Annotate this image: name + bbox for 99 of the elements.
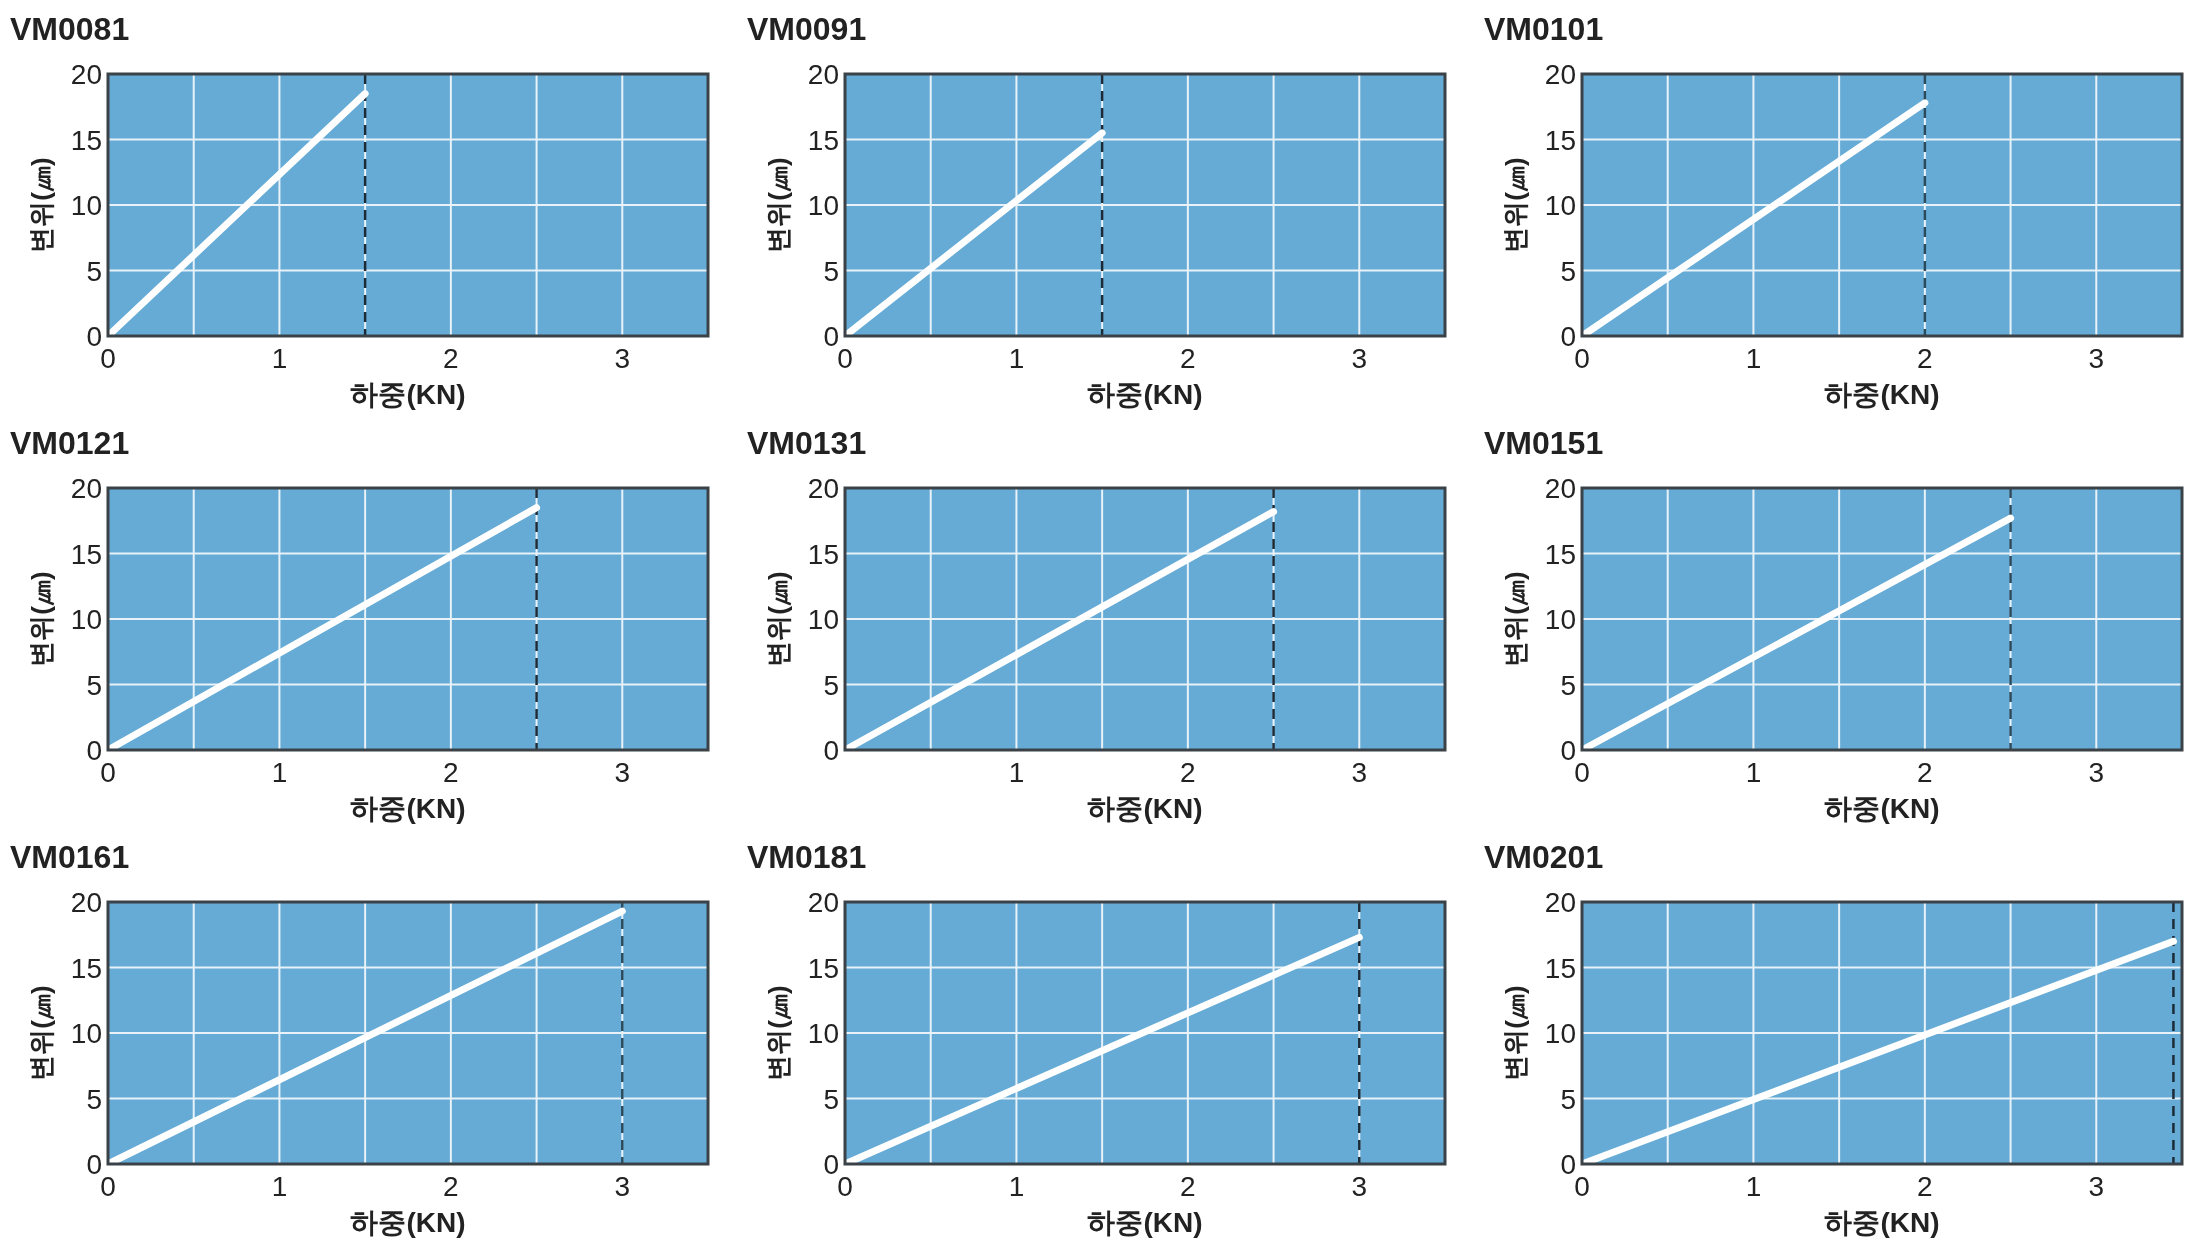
chart-title: VM0081	[10, 11, 130, 47]
y-tick-label: 0	[1560, 321, 1576, 352]
x-tick-label: 3	[1351, 757, 1368, 788]
chart-title: VM0121	[10, 425, 130, 461]
x-tick-label: 1	[1008, 1171, 1025, 1202]
x-tick-label: 2	[1180, 757, 1196, 788]
chart-title: VM0181	[747, 839, 867, 875]
y-axis-title: 변위(㎛)	[26, 571, 56, 667]
x-axis-title: 하중(KN)	[350, 1207, 466, 1238]
x-tick-label: 2	[443, 757, 459, 788]
y-axis-title: 변위(㎛)	[1500, 985, 1530, 1081]
y-tick-label: 15	[1544, 124, 1576, 156]
x-axis-title: 하중(KN)	[350, 793, 466, 824]
x-tick-label: 1	[271, 757, 288, 788]
x-axis-title: 하중(KN)	[1087, 379, 1203, 410]
y-tick-label: 10	[807, 604, 839, 635]
x-axis-title: 하중(KN)	[1824, 793, 1940, 824]
y-tick-label: 20	[1544, 59, 1576, 90]
y-tick-label: 5	[1560, 669, 1576, 701]
y-tick-label: 15	[1544, 952, 1576, 984]
y-axis-title: 변위(㎛)	[26, 985, 56, 1081]
y-tick-label: 15	[807, 952, 839, 984]
x-tick-label: 1	[1008, 757, 1025, 788]
y-tick-label: 5	[1560, 255, 1576, 287]
y-axis-title: 변위(㎛)	[763, 985, 793, 1081]
y-tick-label: 0	[823, 321, 839, 352]
y-tick-label: 10	[807, 190, 839, 221]
y-tick-label: 0	[86, 1149, 102, 1180]
y-tick-label: 20	[807, 887, 839, 918]
y-tick-label: 0	[823, 1149, 839, 1180]
y-tick-label: 10	[70, 604, 102, 635]
chart-title: VM0201	[1484, 839, 1604, 875]
y-tick-label: 0	[86, 735, 102, 766]
y-tick-label: 20	[70, 59, 102, 90]
y-tick-label: 10	[1544, 604, 1576, 635]
x-tick-label: 1	[271, 343, 288, 374]
y-tick-label: 5	[86, 255, 102, 287]
y-tick-label: 20	[807, 59, 839, 90]
y-axis-title: 변위(㎛)	[26, 157, 56, 253]
x-tick-label: 2	[443, 1171, 459, 1202]
x-tick-label: 3	[614, 343, 631, 374]
chart-title: VM0101	[1484, 11, 1604, 47]
y-tick-label: 20	[70, 887, 102, 918]
y-tick-label: 5	[86, 669, 102, 701]
y-tick-label: 5	[1560, 1083, 1576, 1115]
x-tick-label: 1	[1745, 1171, 1762, 1202]
x-tick-label: 3	[2088, 1171, 2105, 1202]
chart-title: VM0091	[747, 11, 867, 47]
y-tick-label: 10	[70, 1018, 102, 1049]
x-axis-title: 하중(KN)	[350, 379, 466, 410]
y-axis-title: 변위(㎛)	[763, 571, 793, 667]
chart-title: VM0151	[1484, 425, 1604, 461]
y-tick-label: 5	[86, 1083, 102, 1115]
y-axis-title: 변위(㎛)	[1500, 571, 1530, 667]
x-tick-label: 2	[443, 343, 459, 374]
x-axis-title: 하중(KN)	[1824, 1207, 1940, 1238]
x-tick-label: 2	[1917, 343, 1933, 374]
x-tick-label: 3	[1351, 343, 1368, 374]
y-tick-label: 20	[807, 473, 839, 504]
y-tick-label: 15	[70, 538, 102, 570]
y-tick-label: 15	[70, 952, 102, 984]
x-axis-title: 하중(KN)	[1087, 1207, 1203, 1238]
x-tick-label: 1	[1745, 343, 1762, 374]
y-tick-label: 20	[1544, 887, 1576, 918]
y-tick-label: 10	[1544, 1018, 1576, 1049]
y-tick-label: 15	[70, 124, 102, 156]
x-axis-title: 하중(KN)	[1824, 379, 1940, 410]
x-tick-label: 3	[1351, 1171, 1368, 1202]
y-tick-label: 10	[70, 190, 102, 221]
y-axis-title: 변위(㎛)	[763, 157, 793, 253]
y-tick-label: 0	[823, 735, 839, 766]
y-tick-label: 10	[1544, 190, 1576, 221]
y-tick-label: 0	[1560, 735, 1576, 766]
y-tick-label: 20	[70, 473, 102, 504]
x-tick-label: 3	[2088, 757, 2105, 788]
y-axis-title: 변위(㎛)	[1500, 157, 1530, 253]
y-tick-label: 5	[823, 1083, 839, 1115]
y-tick-label: 10	[807, 1018, 839, 1049]
y-tick-label: 5	[823, 255, 839, 287]
y-tick-label: 5	[823, 669, 839, 701]
x-tick-label: 3	[614, 757, 631, 788]
y-tick-label: 0	[86, 321, 102, 352]
y-tick-label: 0	[1560, 1149, 1576, 1180]
y-tick-label: 15	[807, 124, 839, 156]
x-tick-label: 2	[1180, 343, 1196, 374]
x-tick-label: 1	[1745, 757, 1762, 788]
x-tick-label: 3	[614, 1171, 631, 1202]
chart-title: VM0131	[747, 425, 867, 461]
x-tick-label: 2	[1917, 1171, 1933, 1202]
x-axis-title: 하중(KN)	[1087, 793, 1203, 824]
chart-title: VM0161	[10, 839, 130, 875]
x-tick-label: 1	[1008, 343, 1025, 374]
y-tick-label: 20	[1544, 473, 1576, 504]
x-tick-label: 2	[1917, 757, 1933, 788]
x-tick-label: 3	[2088, 343, 2105, 374]
x-tick-label: 2	[1180, 1171, 1196, 1202]
y-tick-label: 15	[807, 538, 839, 570]
x-tick-label: 1	[271, 1171, 288, 1202]
y-tick-label: 15	[1544, 538, 1576, 570]
